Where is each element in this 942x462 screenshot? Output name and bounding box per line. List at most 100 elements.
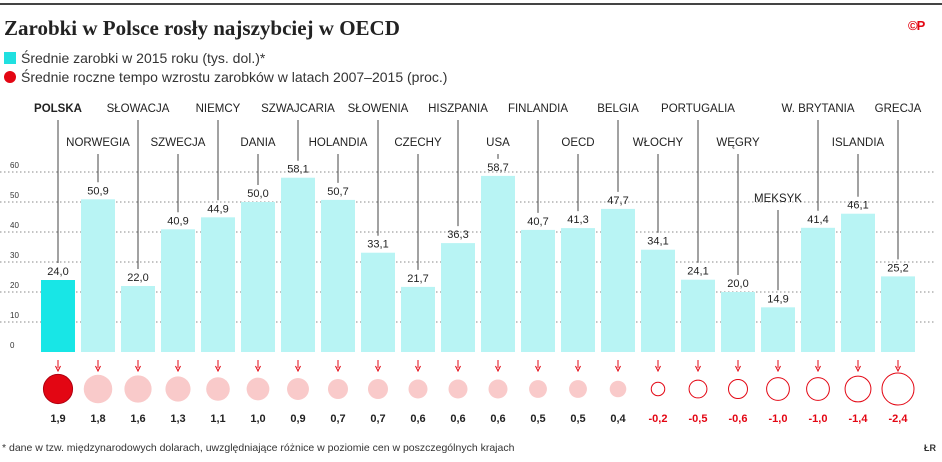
legend-swatch-circle <box>4 71 16 83</box>
y-tick-label: 20 <box>10 281 19 290</box>
category-label: HOLANDIA <box>309 137 368 149</box>
growth-bubble <box>806 377 830 401</box>
bar-7 <box>321 199 355 352</box>
growth-value-label: 1,0 <box>250 413 265 425</box>
bar-18 <box>761 307 795 352</box>
bar-value-label: 40,9 <box>167 215 188 227</box>
y-tick-label: 0 <box>10 341 15 350</box>
category-label: DANIA <box>240 137 275 149</box>
bar-14 <box>601 208 635 352</box>
category-label: POLSKA <box>34 103 82 115</box>
arrow-head <box>815 365 821 373</box>
growth-value-label: 0,6 <box>450 413 465 425</box>
growth-bubble <box>124 375 152 403</box>
category-label: BELGIA <box>597 103 639 115</box>
growth-bubble <box>609 380 627 398</box>
category-label: MEKSYK <box>754 193 802 205</box>
category-label: USA <box>486 137 510 149</box>
bar-value-label: 14,9 <box>767 293 788 305</box>
growth-bubble <box>844 375 872 403</box>
growth-bubble <box>881 372 915 406</box>
category-label: WĘGRY <box>716 137 760 149</box>
growth-bubble <box>650 381 666 397</box>
bar-10 <box>441 243 475 352</box>
bar-value-label: 33,1 <box>367 239 388 251</box>
bar-8 <box>361 252 395 352</box>
growth-value-label: -0,5 <box>689 413 708 425</box>
bar-5 <box>241 202 275 352</box>
legend-label: Średnie zarobki w 2015 roku (tys. dol.)* <box>21 50 266 66</box>
bar-value-label: 25,2 <box>887 262 908 274</box>
bar-3 <box>161 229 195 352</box>
arrow-head <box>695 365 701 373</box>
growth-value-label: 0,5 <box>530 413 545 425</box>
bar-value-label: 58,1 <box>287 164 308 176</box>
arrow-head <box>535 365 541 373</box>
y-tick-label: 40 <box>10 221 19 230</box>
y-tick-label: 30 <box>10 251 19 260</box>
growth-bubble <box>165 376 191 402</box>
growth-value-label: 0,9 <box>290 413 305 425</box>
bar-value-label: 50,9 <box>87 185 108 197</box>
bar-value-label: 44,9 <box>207 203 228 215</box>
category-label: SŁOWENIA <box>348 103 409 115</box>
growth-bubble <box>569 380 587 398</box>
growth-value-label: 1,6 <box>130 413 145 425</box>
legend-item-salaries: Średnie zarobki w 2015 roku (tys. dol.)* <box>4 50 265 66</box>
growth-value-label: 0,6 <box>410 413 425 425</box>
arrow-head <box>575 365 581 373</box>
bar-1 <box>81 199 115 352</box>
category-label: CZECHY <box>394 137 442 149</box>
bar-4 <box>201 217 235 352</box>
bar-0 <box>41 280 75 352</box>
bar-value-label: 24,0 <box>47 266 68 278</box>
bar-value-label: 50,0 <box>247 188 268 200</box>
top-rule <box>0 3 942 5</box>
growth-value-label: -0,2 <box>649 413 668 425</box>
arrow-head <box>735 365 741 373</box>
arrow-head <box>495 365 501 373</box>
growth-value-label: 0,5 <box>570 413 585 425</box>
bar-value-label: 24,1 <box>687 266 708 278</box>
publisher-logo: ©P <box>908 18 925 33</box>
arrow-head <box>55 365 61 373</box>
growth-value-label: -1,0 <box>769 413 788 425</box>
footnote: * dane w tzw. międzynarodowych dolarach,… <box>2 442 515 454</box>
growth-bubble <box>42 373 74 405</box>
author-credit: ŁR <box>924 443 936 453</box>
bar-value-label: 47,7 <box>607 195 628 207</box>
growth-value-label: -1,4 <box>849 413 869 425</box>
legend-item-growth: Średnie roczne tempo wzrostu zarobków w … <box>4 69 447 85</box>
growth-bubble <box>83 374 113 404</box>
category-label: FINLANDIA <box>508 103 568 115</box>
arrow-head <box>335 365 341 373</box>
growth-value-label: 1,8 <box>90 413 105 425</box>
arrow-head <box>895 365 901 373</box>
arrow-head <box>135 365 141 373</box>
arrow-head <box>415 365 421 373</box>
growth-bubble <box>688 379 708 399</box>
growth-bubble <box>529 380 547 398</box>
y-tick-label: 50 <box>10 191 19 200</box>
growth-bubble <box>766 377 790 401</box>
y-tick-label: 60 <box>10 161 19 170</box>
arrow-head <box>255 365 261 373</box>
category-label: HISZPANIA <box>428 103 488 115</box>
growth-value-label: 0,7 <box>330 413 345 425</box>
bar-21 <box>881 276 915 352</box>
legend-label: Średnie roczne tempo wzrostu zarobków w … <box>21 69 448 85</box>
arrow-head <box>855 365 861 373</box>
arrow-head <box>175 365 181 373</box>
category-label: ISLANDIA <box>832 137 885 149</box>
growth-value-label: 1,9 <box>50 413 65 425</box>
growth-value-label: 1,1 <box>210 413 225 425</box>
bar-2 <box>121 286 155 352</box>
arrow-head <box>215 365 221 373</box>
growth-value-label: -0,6 <box>729 413 748 425</box>
category-label: W. BRYTANIA <box>781 103 854 115</box>
category-label: WŁOCHY <box>633 137 684 149</box>
bar-9 <box>401 286 435 352</box>
growth-bubble <box>488 379 508 399</box>
bar-value-label: 20,0 <box>727 278 748 290</box>
